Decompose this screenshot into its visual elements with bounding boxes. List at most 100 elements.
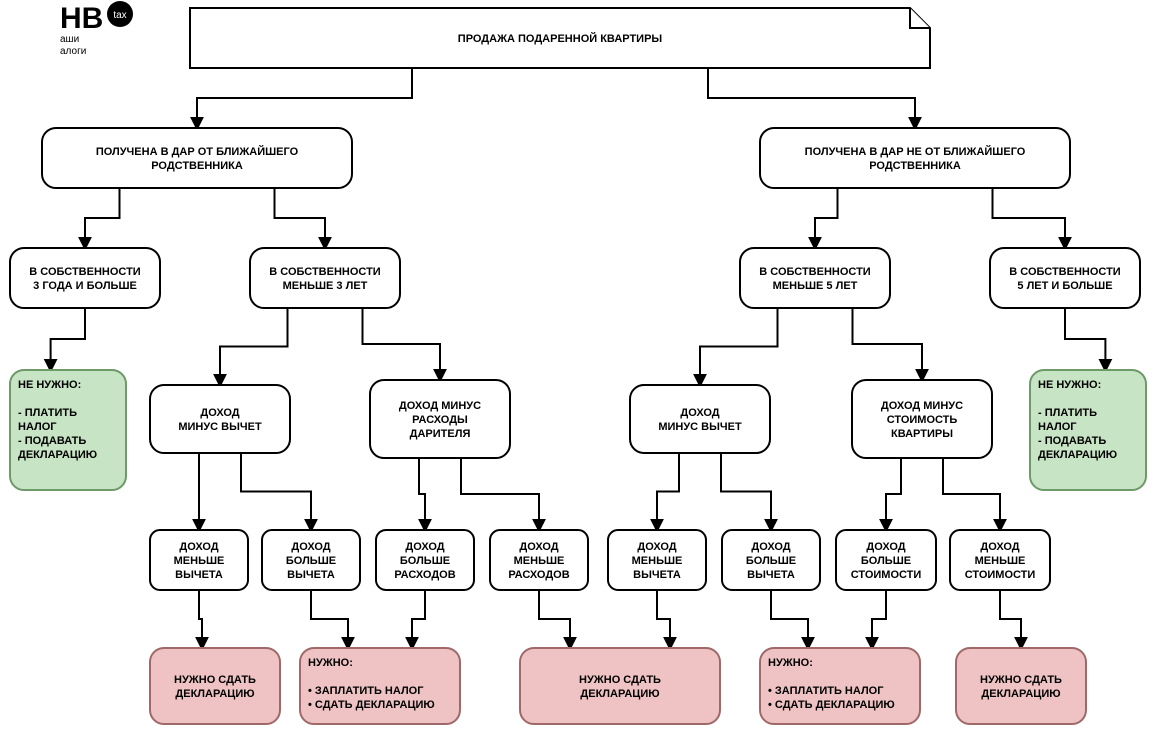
node-l3b: ДОХОД МИНУС РАСХОДЫ ДАРИТЕЛЯ <box>370 380 510 458</box>
node-l4d: ДОХОДМЕНЬШЕРАСХОДОВ <box>490 530 588 590</box>
edge-l1a-l2b <box>275 188 326 248</box>
node-l4f: ДОХОДБОЛЬШЕВЫЧЕТА <box>722 530 820 590</box>
svg-text:БОЛЬШЕ: БОЛЬШЕ <box>400 555 450 567</box>
edge-l4h-r5 <box>1000 590 1021 648</box>
svg-text:ДЕКЛАРАЦИЮ: ДЕКЛАРАЦИЮ <box>18 449 97 461</box>
svg-text:• СДАТЬ ДЕКЛАРАЦИЮ: • СДАТЬ ДЕКЛАРАЦИЮ <box>308 699 435 711</box>
svg-text:ПОЛУЧЕНА В ДАР НЕ ОТ БЛИЖАЙШЕГ: ПОЛУЧЕНА В ДАР НЕ ОТ БЛИЖАЙШЕГО <box>805 145 1026 158</box>
svg-text:РОДСТВЕННИКА: РОДСТВЕННИКА <box>869 160 961 172</box>
node-title: ПРОДАЖА ПОДАРЕННОЙ КВАРТИРЫ <box>190 8 930 68</box>
edge-l4c-r2 <box>412 590 425 648</box>
svg-text:ДЕКЛАРАЦИЮ: ДЕКЛАРАЦИЮ <box>175 688 254 700</box>
svg-text:НВ: НВ <box>60 2 103 35</box>
svg-text:ДАРИТЕЛЯ: ДАРИТЕЛЯ <box>410 428 471 440</box>
svg-text:ПРОДАЖА ПОДАРЕННОЙ КВАРТИРЫ: ПРОДАЖА ПОДАРЕННОЙ КВАРТИРЫ <box>458 32 663 45</box>
node-g1: НЕ НУЖНО:- ПЛАТИТЬ НАЛОГ- ПОДАВАТЬ ДЕКЛА… <box>10 370 126 490</box>
svg-text:НАЛОГ: НАЛОГ <box>18 421 57 433</box>
svg-text:5 ЛЕТ И БОЛЬШЕ: 5 ЛЕТ И БОЛЬШЕ <box>1017 280 1112 292</box>
svg-text:ПОЛУЧЕНА В ДАР ОТ БЛИЖАЙШЕГО: ПОЛУЧЕНА В ДАР ОТ БЛИЖАЙШЕГО <box>96 145 299 158</box>
svg-text:ДЕКЛАРАЦИЮ: ДЕКЛАРАЦИЮ <box>580 688 659 700</box>
svg-text:В СОБСТВЕННОСТИ: В СОБСТВЕННОСТИ <box>29 266 140 278</box>
node-r2: НУЖНО:• ЗАПЛАТИТЬ НАЛОГ• СДАТЬ ДЕКЛАРАЦИ… <box>300 648 460 724</box>
edge-l2c-l3d <box>853 308 923 380</box>
edge-l2b-l3a <box>220 308 288 385</box>
svg-text:ДОХОД: ДОХОД <box>519 541 558 553</box>
svg-text:НУЖНО:: НУЖНО: <box>768 657 813 669</box>
flowchart-canvas: ПРОДАЖА ПОДАРЕННОЙ КВАРТИРЫ ПОЛУЧЕНА В ДА… <box>0 0 1171 743</box>
svg-text:ДОХОД: ДОХОД <box>980 541 1019 553</box>
node-l4a: ДОХОД МЕНЬШЕ ВЫЧЕТА <box>150 530 248 590</box>
svg-text:ДОХОД: ДОХОД <box>637 541 676 553</box>
svg-text:В СОБСТВЕННОСТИ: В СОБСТВЕННОСТИ <box>269 266 380 278</box>
svg-text:МЕНЬШЕ: МЕНЬШЕ <box>632 555 683 567</box>
svg-text:РАСХОДЫ: РАСХОДЫ <box>412 414 468 426</box>
edge-l1b-l2c <box>815 188 838 248</box>
svg-text:ДОХОД: ДОХОД <box>680 407 719 419</box>
edge-l2c-l3c <box>700 308 778 385</box>
svg-text:КВАРТИРЫ: КВАРТИРЫ <box>891 428 953 440</box>
node-l3c: ДОХОДМИНУС ВЫЧЕТ <box>630 385 770 453</box>
node-l1b: ПОЛУЧЕНА В ДАР НЕ ОТ БЛИЖАЙШЕГО РОДСТВЕНН… <box>760 128 1070 188</box>
svg-text:ВЫЧЕТА: ВЫЧЕТА <box>633 569 681 581</box>
svg-text:ДОХОД МИНУС: ДОХОД МИНУС <box>881 400 963 412</box>
svg-text:- ПОДАВАТЬ: - ПОДАВАТЬ <box>1038 435 1106 447</box>
svg-text:НУЖНО:: НУЖНО: <box>308 657 353 669</box>
edge-l4d-r3 <box>539 590 570 648</box>
svg-text:В СОБСТВЕННОСТИ: В СОБСТВЕННОСТИ <box>759 266 870 278</box>
svg-text:3 ГОДА И БОЛЬШЕ: 3 ГОДА И БОЛЬШЕ <box>33 280 137 292</box>
node-l4g: ДОХОДБОЛЬШЕСТОИМОСТИ <box>836 530 936 590</box>
svg-text:РАСХОДОВ: РАСХОДОВ <box>394 569 455 581</box>
node-g2: НЕ НУЖНО:- ПЛАТИТЬ НАЛОГ- ПОДАВАТЬ ДЕКЛА… <box>1030 370 1146 490</box>
edge-l2b-l3b <box>363 308 441 380</box>
node-l4h: ДОХОД МЕНЬШЕ СТОИМОСТИ <box>950 530 1050 590</box>
svg-text:ВЫЧЕТА: ВЫЧЕТА <box>287 569 335 581</box>
node-l4e: ДОХОД МЕНЬШЕ ВЫЧЕТА <box>608 530 706 590</box>
svg-text:БОЛЬШЕ: БОЛЬШЕ <box>286 555 336 567</box>
edge-l3c-l4e <box>657 453 679 530</box>
node-l2a: В СОБСТВЕННОСТИ 3 ГОДА И БОЛЬШЕ <box>10 248 160 308</box>
svg-text:ВЫЧЕТА: ВЫЧЕТА <box>175 569 223 581</box>
svg-text:СТОИМОСТЬ: СТОИМОСТЬ <box>887 414 958 426</box>
edge-l3d-l4g <box>886 458 901 530</box>
svg-text:НУЖНО СДАТЬ: НУЖНО СДАТЬ <box>174 674 256 686</box>
svg-text:НЕ НУЖНО:: НЕ НУЖНО: <box>1038 379 1101 391</box>
svg-text:СТОИМОСТИ: СТОИМОСТИ <box>851 569 922 581</box>
node-l1a: ПОЛУЧЕНА В ДАР ОТ БЛИЖАЙШЕГО РОДСТВЕННИКА <box>42 128 352 188</box>
svg-text:НЕ НУЖНО:: НЕ НУЖНО: <box>18 379 81 391</box>
edge-l4f-r4 <box>771 590 808 648</box>
svg-text:НУЖНО СДАТЬ: НУЖНО СДАТЬ <box>980 674 1062 686</box>
svg-text:РОДСТВЕННИКА: РОДСТВЕННИКА <box>151 160 243 172</box>
edge-l1b-l2d <box>993 188 1066 248</box>
node-l2c: В СОБСТВЕННОСТИМЕНЬШЕ 5 ЛЕТ <box>740 248 890 308</box>
edge-l1a-l2a <box>85 188 120 248</box>
svg-text:МИНУС ВЫЧЕТ: МИНУС ВЫЧЕТ <box>178 421 262 433</box>
svg-text:МЕНЬШЕ: МЕНЬШЕ <box>975 555 1026 567</box>
svg-text:СТОИМОСТИ: СТОИМОСТИ <box>965 569 1036 581</box>
svg-text:ДОХОД: ДОХОД <box>291 541 330 553</box>
svg-text:• ЗАПЛАТИТЬ НАЛОГ: • ЗАПЛАТИТЬ НАЛОГ <box>768 685 884 697</box>
edge-l4a-r1 <box>199 590 202 648</box>
edge-l4g-r4 <box>872 590 886 648</box>
svg-text:ДОХОД МИНУС: ДОХОД МИНУС <box>399 400 481 412</box>
node-r4: НУЖНО: • ЗАПЛАТИТЬ НАЛОГ • СДАТЬ ДЕКЛАРАЦИ… <box>760 648 920 724</box>
svg-text:ДЕКЛАРАЦИЮ: ДЕКЛАРАЦИЮ <box>1038 449 1117 461</box>
logo-line1: аши <box>60 34 79 45</box>
edge-l4b-r2 <box>311 590 348 648</box>
svg-text:- ПЛАТИТЬ: - ПЛАТИТЬ <box>1038 407 1097 419</box>
logo-badge: tax <box>113 10 126 21</box>
logo-line2: алоги <box>60 46 86 57</box>
svg-text:ДОХОД: ДОХОД <box>179 541 218 553</box>
logo: НВ tax аши алоги <box>60 1 133 57</box>
svg-text:• СДАТЬ ДЕКЛАРАЦИЮ: • СДАТЬ ДЕКЛАРАЦИЮ <box>768 699 895 711</box>
svg-text:ДОХОД: ДОХОД <box>200 407 239 419</box>
svg-text:- ПЛАТИТЬ: - ПЛАТИТЬ <box>18 407 77 419</box>
node-l3d: ДОХОД МИНУС СТОИМОСТЬ КВАРТИРЫ <box>852 380 992 458</box>
svg-text:МЕНЬШЕ: МЕНЬШЕ <box>174 555 225 567</box>
edge-l4e-r3 <box>657 590 670 648</box>
node-l2b: В СОБСТВЕННОСТИ МЕНЬШЕ 3 ЛЕТ <box>250 248 400 308</box>
node-l2d: В СОБСТВЕННОСТИ 5 ЛЕТ И БОЛЬШЕ <box>990 248 1140 308</box>
svg-text:МЕНЬШЕ 3 ЛЕТ: МЕНЬШЕ 3 ЛЕТ <box>283 280 368 292</box>
svg-text:В СОБСТВЕННОСТИ: В СОБСТВЕННОСТИ <box>1009 266 1120 278</box>
svg-text:БОЛЬШЕ: БОЛЬШЕ <box>746 555 796 567</box>
svg-text:БОЛЬШЕ: БОЛЬШЕ <box>861 555 911 567</box>
